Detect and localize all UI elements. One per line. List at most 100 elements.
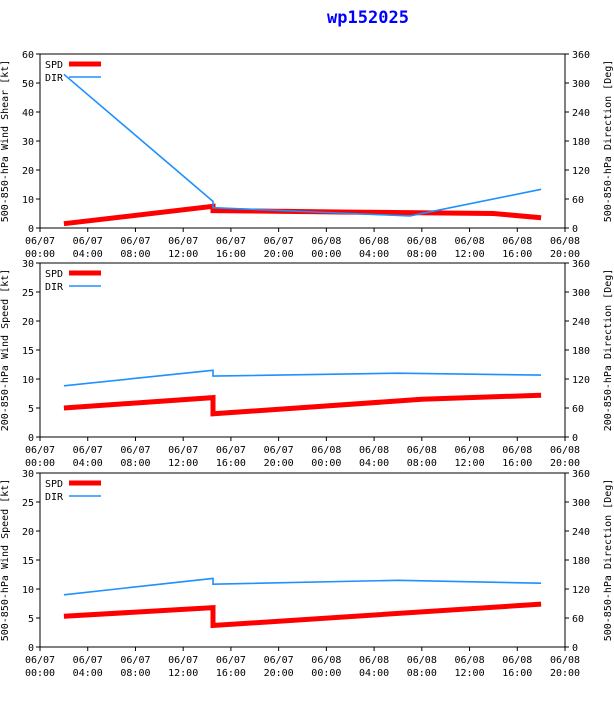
y-left-axis-title: 500-850-hPa Wind Speed [kt] [0,479,11,642]
y-left-tick-label: 20 [22,166,34,177]
x-tick-label-date: 06/08 [454,236,484,247]
x-tick-label-time: 12:00 [454,668,484,679]
y-left-tick-label: 20 [22,527,34,538]
y-right-tick-label: 300 [572,498,590,509]
x-tick-label-date: 06/07 [168,236,198,247]
x-tick-label-date: 06/07 [264,236,294,247]
page-title-text: wp152025 [327,8,409,28]
y-left-tick-label: 30 [22,137,34,148]
x-tick-label-date: 06/07 [168,445,198,456]
x-tick-label-time: 20:00 [550,458,580,469]
y-right-tick-label: 0 [572,224,578,235]
y-left-tick-label: 10 [22,195,34,206]
x-tick-label-date: 06/07 [73,236,103,247]
y-left-tick-label: 0 [28,433,34,444]
y-right-tick-label: 240 [572,317,590,328]
x-tick-label-date: 06/07 [120,445,150,456]
y-left-tick-label: 0 [28,643,34,654]
y-left-tick-label: 20 [22,317,34,328]
plot-frame [39,262,566,438]
y-right-tick-label: 120 [572,585,590,596]
chart-panel-2: 05101520253006012018024030036006/0700:00… [0,259,614,469]
y-left-tick-label: 5 [28,614,34,625]
y-left-tick-label: 40 [22,108,34,119]
x-tick-label-date: 06/08 [359,655,389,666]
legend-label-spd: SPD [45,269,63,280]
y-right-tick-label: 60 [572,195,584,206]
x-tick-label-date: 06/08 [311,445,341,456]
x-tick-label-time: 12:00 [454,249,484,260]
x-tick-label-date: 06/08 [407,236,437,247]
x-tick-label-time: 12:00 [168,458,198,469]
x-tick-label-time: 16:00 [502,249,532,260]
x-tick-label-time: 08:00 [120,458,150,469]
x-tick-label-date: 06/07 [25,445,55,456]
x-tick-label-time: 16:00 [216,668,246,679]
y-right-tick-label: 60 [572,404,584,415]
x-tick-label-time: 08:00 [407,668,437,679]
legend-label-dir: DIR [45,492,64,503]
x-tick-label-date: 06/07 [120,655,150,666]
plot-frame [39,53,566,229]
y-right-tick-label: 300 [572,288,590,299]
x-tick-label-time: 04:00 [73,249,103,260]
x-tick-label-time: 12:00 [454,458,484,469]
legend-label-spd: SPD [45,479,63,490]
y-left-tick-label: 30 [22,259,34,270]
y-right-axis-title: 500-850-hPa Direction [Deg] [603,479,614,642]
x-tick-label-time: 16:00 [502,458,532,469]
x-tick-label-date: 06/08 [502,236,532,247]
x-tick-label-date: 06/08 [311,655,341,666]
x-tick-label-date: 06/08 [359,236,389,247]
x-tick-label-date: 06/07 [264,655,294,666]
series-line-dir [63,73,542,217]
x-tick-label-date: 06/07 [25,655,55,666]
x-tick-label-time: 04:00 [359,458,389,469]
series-line-spd [63,392,542,417]
y-right-tick-label: 240 [572,108,590,119]
x-tick-label-time: 08:00 [120,668,150,679]
x-tick-label-time: 20:00 [550,249,580,260]
y-left-tick-label: 0 [28,224,34,235]
x-tick-label-time: 04:00 [359,249,389,260]
y-right-tick-label: 180 [572,137,590,148]
x-tick-label-date: 06/08 [407,445,437,456]
x-tick-label-date: 06/08 [550,655,580,666]
x-tick-label-time: 04:00 [359,668,389,679]
x-tick-label-date: 06/08 [550,236,580,247]
x-tick-label-date: 06/08 [311,236,341,247]
x-tick-label-date: 06/08 [359,445,389,456]
x-tick-label-time: 08:00 [120,249,150,260]
y-right-tick-label: 180 [572,346,590,357]
y-right-axis-title: 500-850-hPa Direction [Deg] [603,60,614,223]
y-right-tick-label: 360 [572,259,590,270]
series-line-spd [63,203,542,227]
series-line-spd [63,601,542,629]
x-tick-label-date: 06/08 [550,445,580,456]
y-left-tick-label: 10 [22,585,34,596]
y-left-tick-label: 10 [22,375,34,386]
series-line-dir [63,369,542,387]
x-tick-label-date: 06/07 [264,445,294,456]
y-right-tick-label: 0 [572,433,578,444]
chart-panel-1: 0 10 20 30 40 50 60 0 60 120 180 240 300 360 06/07 00:0… [0,50,614,260]
x-tick-label-time: 04:00 [73,668,103,679]
chart-panel-3: 05101520253006012018024030036006/0700:00… [0,469,614,679]
x-tick-label-time: 08:00 [407,458,437,469]
y-left-tick-label: 30 [22,469,34,480]
y-right-tick-label: 0 [572,643,578,654]
x-tick-label-time: 00:00 [311,249,341,260]
x-tick-label-time: 04:00 [73,458,103,469]
x-tick-label-time: 16:00 [216,249,246,260]
y-right-tick-label: 360 [572,469,590,480]
x-tick-label-date: 06/07 [216,655,246,666]
legend-label-dir: DIR [45,282,64,293]
x-tick-label-date: 06/07 [73,655,103,666]
x-tick-label-date: 06/08 [407,655,437,666]
x-tick-label-date: 06/08 [502,655,532,666]
x-tick-label-time: 12:00 [168,668,198,679]
x-tick-label-date: 06/07 [25,236,55,247]
x-tick-label-date: 06/07 [120,236,150,247]
x-tick-label-date: 06/08 [454,445,484,456]
